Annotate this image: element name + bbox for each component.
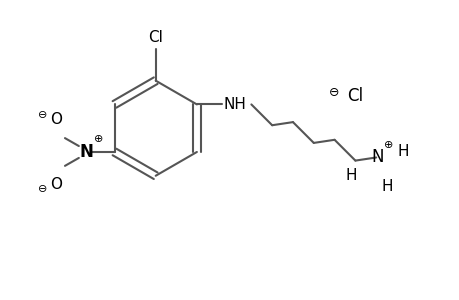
Text: Cl: Cl <box>346 86 362 104</box>
Text: O: O <box>50 112 62 127</box>
Text: O: O <box>50 177 62 192</box>
Text: ⊖: ⊖ <box>39 184 48 194</box>
Text: N: N <box>80 143 94 161</box>
Text: ⊖: ⊖ <box>328 86 339 99</box>
Text: H: H <box>396 144 408 159</box>
Text: N: N <box>370 148 383 166</box>
Text: NH: NH <box>223 97 246 112</box>
Text: ⊖: ⊖ <box>39 110 48 120</box>
Text: Cl: Cl <box>148 30 163 45</box>
Text: ⊕: ⊕ <box>384 140 393 150</box>
Text: H: H <box>345 168 357 183</box>
Text: ⊕: ⊕ <box>94 134 103 144</box>
Text: H: H <box>381 179 392 194</box>
